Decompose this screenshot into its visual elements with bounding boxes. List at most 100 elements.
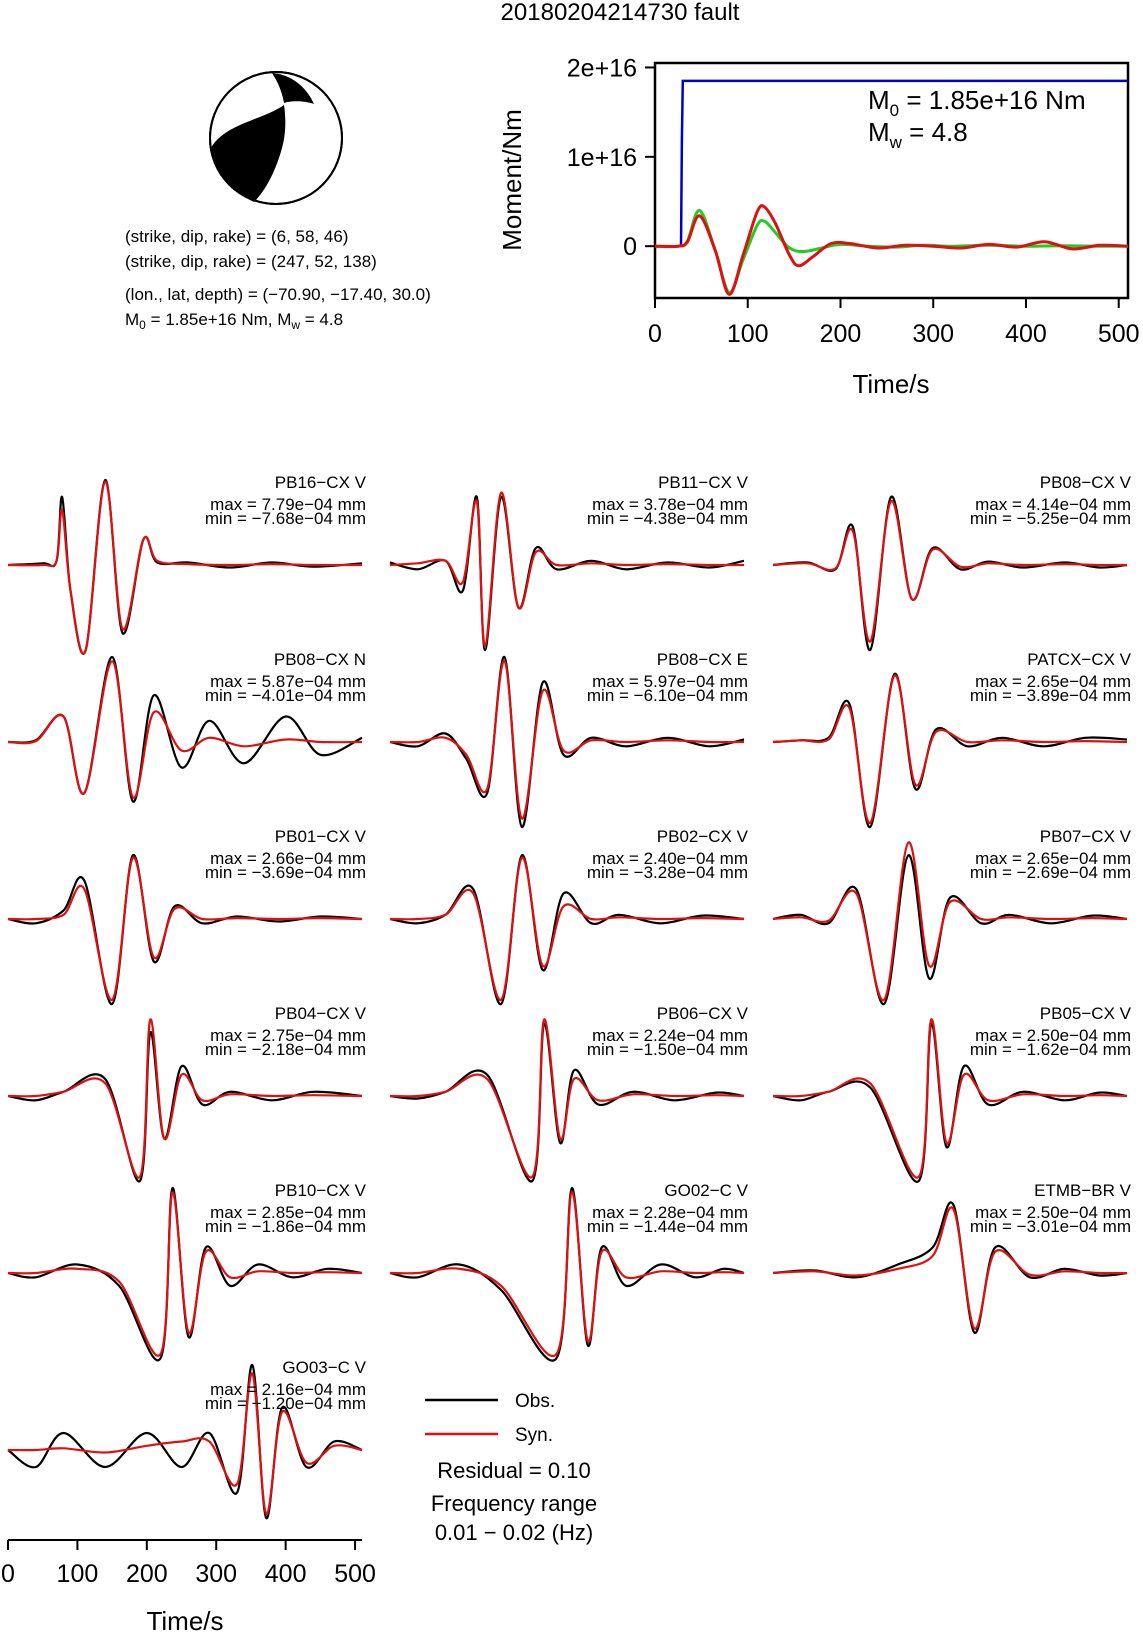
residual-text: Residual = 0.10 — [437, 1458, 591, 1483]
moment-y-tick-label: 2e+16 — [567, 54, 637, 82]
moment-x-label: Time/s — [852, 369, 929, 399]
moment-y-tick-label: 0 — [623, 233, 637, 261]
station-min: min = −3.28e−04 mm — [587, 863, 748, 882]
moment-m0-annotation: M0 = 1.85e+16 Nm — [868, 85, 1086, 120]
station-max: max = 5.87e−04 mm — [210, 672, 366, 691]
station-min: min = −1.62e−04 mm — [970, 1040, 1131, 1059]
station-name: PB06−CX V — [657, 1004, 749, 1023]
waveform-syn-line — [389, 1018, 745, 1179]
station-min: min = −1.20e−04 mm — [205, 1394, 366, 1413]
m0-base: M — [125, 310, 139, 329]
moment-series-group — [654, 79, 1129, 296]
station-max: max = 2.85e−04 mm — [210, 1203, 366, 1222]
waveform-syn-line — [7, 1372, 363, 1515]
mw-rest: = 4.8 — [300, 310, 343, 329]
mechanism-line-3: (lon., lat, depth) = (−70.90, −17.40, 30… — [125, 285, 431, 304]
station-min: min = −4.38e−04 mm — [587, 509, 748, 528]
waveform-x-tick-label: 300 — [195, 1560, 237, 1588]
waveform-syn-line — [389, 856, 745, 1001]
waveform-syn-line — [389, 660, 745, 820]
waveform-x-tick-label: 200 — [126, 1560, 168, 1588]
station-max: max = 4.14e−04 mm — [975, 495, 1131, 514]
station-min: min = −5.25e−04 mm — [970, 509, 1131, 528]
moment-series-rate-filtered-green — [654, 208, 1128, 295]
frequency-value: 0.01 − 0.02 (Hz) — [435, 1520, 593, 1545]
waveform-syn-line — [772, 674, 1128, 824]
frequency-label: Frequency range — [431, 1491, 597, 1516]
station-max: max = 2.28e−04 mm — [592, 1203, 748, 1222]
waveform-x-tick-label: 400 — [265, 1560, 307, 1588]
waveform-legend: Obs. Syn. Residual = 0.10 Frequency rang… — [425, 1391, 597, 1545]
beachball-lower-black — [211, 105, 286, 202]
station-min: min = −7.68e−04 mm — [205, 509, 366, 528]
moment-mw-annotation: Mw = 4.8 — [868, 117, 968, 152]
station-name: PB05−CX V — [1040, 1004, 1132, 1023]
station-max: max = 2.50e−04 mm — [975, 1026, 1131, 1045]
moment-y-tick-label: 1e+16 — [567, 144, 637, 172]
m0-sub: 0 — [139, 318, 146, 332]
station-name: PB16−CX V — [275, 473, 367, 492]
ann-m0-sub: 0 — [890, 101, 899, 120]
waveform-syn-line — [7, 480, 363, 655]
ann-mw-base: M — [868, 117, 890, 147]
legend-obs-label: Obs. — [515, 1391, 555, 1412]
station-max: max = 2.65e−04 mm — [975, 849, 1131, 868]
station-max: max = 7.79e−04 mm — [210, 495, 366, 514]
mechanism-line-1: (strike, dip, rake) = (6, 58, 46) — [125, 227, 348, 246]
station-min: min = −1.50e−04 mm — [587, 1040, 748, 1059]
waveform-x-tick-label: 100 — [57, 1560, 99, 1588]
waveform-syn-line — [772, 841, 1128, 1001]
moment-x-tick-label: 500 — [1098, 320, 1140, 348]
moment-y-axis: 0 1e+16 2e+16 — [567, 54, 655, 261]
waveform-syn-line — [772, 1018, 1128, 1179]
legend-syn-label: Syn. — [515, 1425, 553, 1446]
station-name: PB08−CX E — [657, 650, 748, 669]
station-min: min = −1.44e−04 mm — [587, 1217, 748, 1236]
moment-plot-frame — [653, 61, 1130, 300]
waveform-syn-line — [7, 1018, 363, 1179]
moment-chart: 0 1e+16 2e+16 0 100 200 300 400 500 Moment/Nm T… — [497, 54, 1140, 399]
waveform-syn-line — [772, 1206, 1128, 1330]
waveform-syn-line — [7, 1191, 363, 1357]
station-min: min = −4.01e−04 mm — [205, 686, 366, 705]
waveform-x-tick-label: 0 — [1, 1560, 15, 1588]
mw-sub: w — [290, 318, 300, 332]
waveform-syn-line — [389, 491, 745, 647]
waveform-syn-line — [7, 856, 363, 1001]
waveform-syn-line — [389, 1191, 745, 1358]
station-min: min = −1.86e−04 mm — [205, 1217, 366, 1236]
station-name: PB11−CX V — [658, 473, 749, 492]
station-min: min = −3.01e−04 mm — [970, 1217, 1131, 1236]
station-max: max = 5.97e−04 mm — [592, 672, 748, 691]
moment-x-tick-label: 400 — [1005, 320, 1047, 348]
moment-y-label: Moment/Nm — [497, 109, 527, 251]
station-max: max = 2.65e−04 mm — [975, 672, 1131, 691]
station-min: min = −2.69e−04 mm — [970, 863, 1131, 882]
m0-rest: = 1.85e+16 Nm, M — [146, 310, 292, 329]
station-name: GO02−C V — [664, 1181, 748, 1200]
moment-series-rate-filtered-red — [654, 204, 1129, 296]
station-max: max = 3.78e−04 mm — [592, 495, 748, 514]
waveform-x-axis: 0 100 200 300 400 500 — [1, 1539, 376, 1588]
station-name: PB04−CX V — [275, 1004, 367, 1023]
ann-m0-rest: = 1.85e+16 Nm — [899, 85, 1085, 115]
station-min: min = −2.18e−04 mm — [205, 1040, 366, 1059]
station-min: min = −3.89e−04 mm — [970, 686, 1131, 705]
station-min: min = −3.69e−04 mm — [205, 863, 366, 882]
beachball — [209, 71, 343, 205]
station-max: max = 2.16e−04 mm — [210, 1380, 366, 1399]
station-min: min = −6.10e−04 mm — [587, 686, 748, 705]
station-name: PB08−CX V — [1040, 473, 1132, 492]
